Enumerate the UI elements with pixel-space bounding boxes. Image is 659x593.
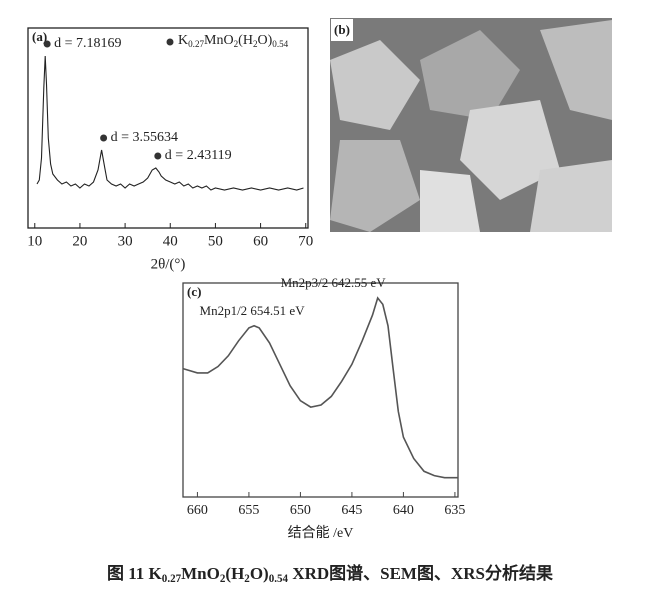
sem-particle	[330, 40, 420, 130]
x-tick-label: 645	[341, 503, 362, 518]
sem-particle	[530, 160, 612, 232]
sem-particle	[460, 100, 560, 200]
plot-frame	[27, 27, 309, 229]
data-line	[182, 296, 458, 479]
x-tick-label: 10	[27, 233, 42, 249]
x-tick-label: 30	[118, 233, 133, 249]
sem-panel: (b)	[330, 18, 612, 232]
peak-annotation: d = 7.18169	[54, 36, 121, 51]
x-tick-label: 70	[298, 233, 313, 249]
x-tick-label: 635	[444, 503, 465, 518]
x-tick-label: 20	[72, 233, 87, 249]
caption: 图 11 K0.27MnO2(H2O)0.54 XRD图谱、SEM图、XRS分析…	[107, 563, 553, 585]
x-axis-label: 2θ/(°)	[151, 256, 186, 272]
panel-label: (a)	[32, 29, 47, 44]
x-tick-label: 660	[187, 503, 208, 518]
legend-label: K0.27MnO2(H2O)0.54	[178, 33, 289, 49]
peak-annotation: Mn2p1/2 654.51 eV	[200, 303, 306, 318]
legend-marker	[166, 38, 174, 46]
x-tick-label: 40	[163, 233, 178, 249]
x-tick-label: 50	[208, 233, 223, 249]
sem-particle	[540, 20, 612, 120]
x-tick-label: 650	[290, 503, 311, 518]
sem-particle	[330, 140, 420, 232]
panel-label: (b)	[334, 22, 350, 37]
x-tick-label: 60	[253, 233, 268, 249]
peak-marker	[100, 134, 108, 142]
panel-label-box	[331, 19, 353, 41]
sem-particle	[420, 30, 520, 120]
panel-label: (c)	[187, 284, 201, 299]
x-tick-label: 655	[238, 503, 259, 518]
peak-annotation: Mn2p3/2 642.55 eV	[281, 275, 387, 290]
peak-marker	[154, 152, 162, 160]
x-axis-label: 结合能 /eV	[288, 525, 354, 541]
x-tick-label: 640	[393, 503, 414, 518]
peak-annotation: d = 3.55634	[111, 130, 178, 145]
plot-frame	[182, 282, 459, 498]
sem-particle	[420, 170, 480, 232]
peak-annotation: d = 2.43119	[165, 148, 232, 163]
peak-marker	[43, 40, 51, 48]
data-line	[36, 55, 304, 191]
